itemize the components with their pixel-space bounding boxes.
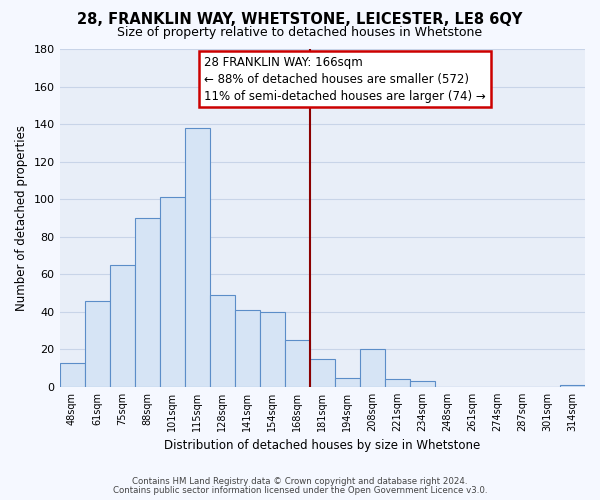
X-axis label: Distribution of detached houses by size in Whetstone: Distribution of detached houses by size … xyxy=(164,440,481,452)
Bar xyxy=(134,218,160,387)
Text: 28, FRANKLIN WAY, WHETSTONE, LEICESTER, LE8 6QY: 28, FRANKLIN WAY, WHETSTONE, LEICESTER, … xyxy=(77,12,523,28)
Bar xyxy=(85,300,110,387)
Bar xyxy=(560,385,585,387)
Bar xyxy=(110,265,134,387)
Text: Contains public sector information licensed under the Open Government Licence v3: Contains public sector information licen… xyxy=(113,486,487,495)
Text: Contains HM Land Registry data © Crown copyright and database right 2024.: Contains HM Land Registry data © Crown c… xyxy=(132,477,468,486)
Bar xyxy=(185,128,209,387)
Bar xyxy=(335,378,360,387)
Text: Size of property relative to detached houses in Whetstone: Size of property relative to detached ho… xyxy=(118,26,482,39)
Bar xyxy=(385,380,410,387)
Bar xyxy=(410,382,435,387)
Bar xyxy=(310,359,335,387)
Y-axis label: Number of detached properties: Number of detached properties xyxy=(15,125,28,311)
Bar xyxy=(260,312,285,387)
Bar xyxy=(209,295,235,387)
Bar xyxy=(160,198,185,387)
Bar xyxy=(235,310,260,387)
Text: 28 FRANKLIN WAY: 166sqm
← 88% of detached houses are smaller (572)
11% of semi-d: 28 FRANKLIN WAY: 166sqm ← 88% of detache… xyxy=(204,56,486,103)
Bar xyxy=(360,350,385,387)
Bar xyxy=(59,362,85,387)
Bar xyxy=(285,340,310,387)
